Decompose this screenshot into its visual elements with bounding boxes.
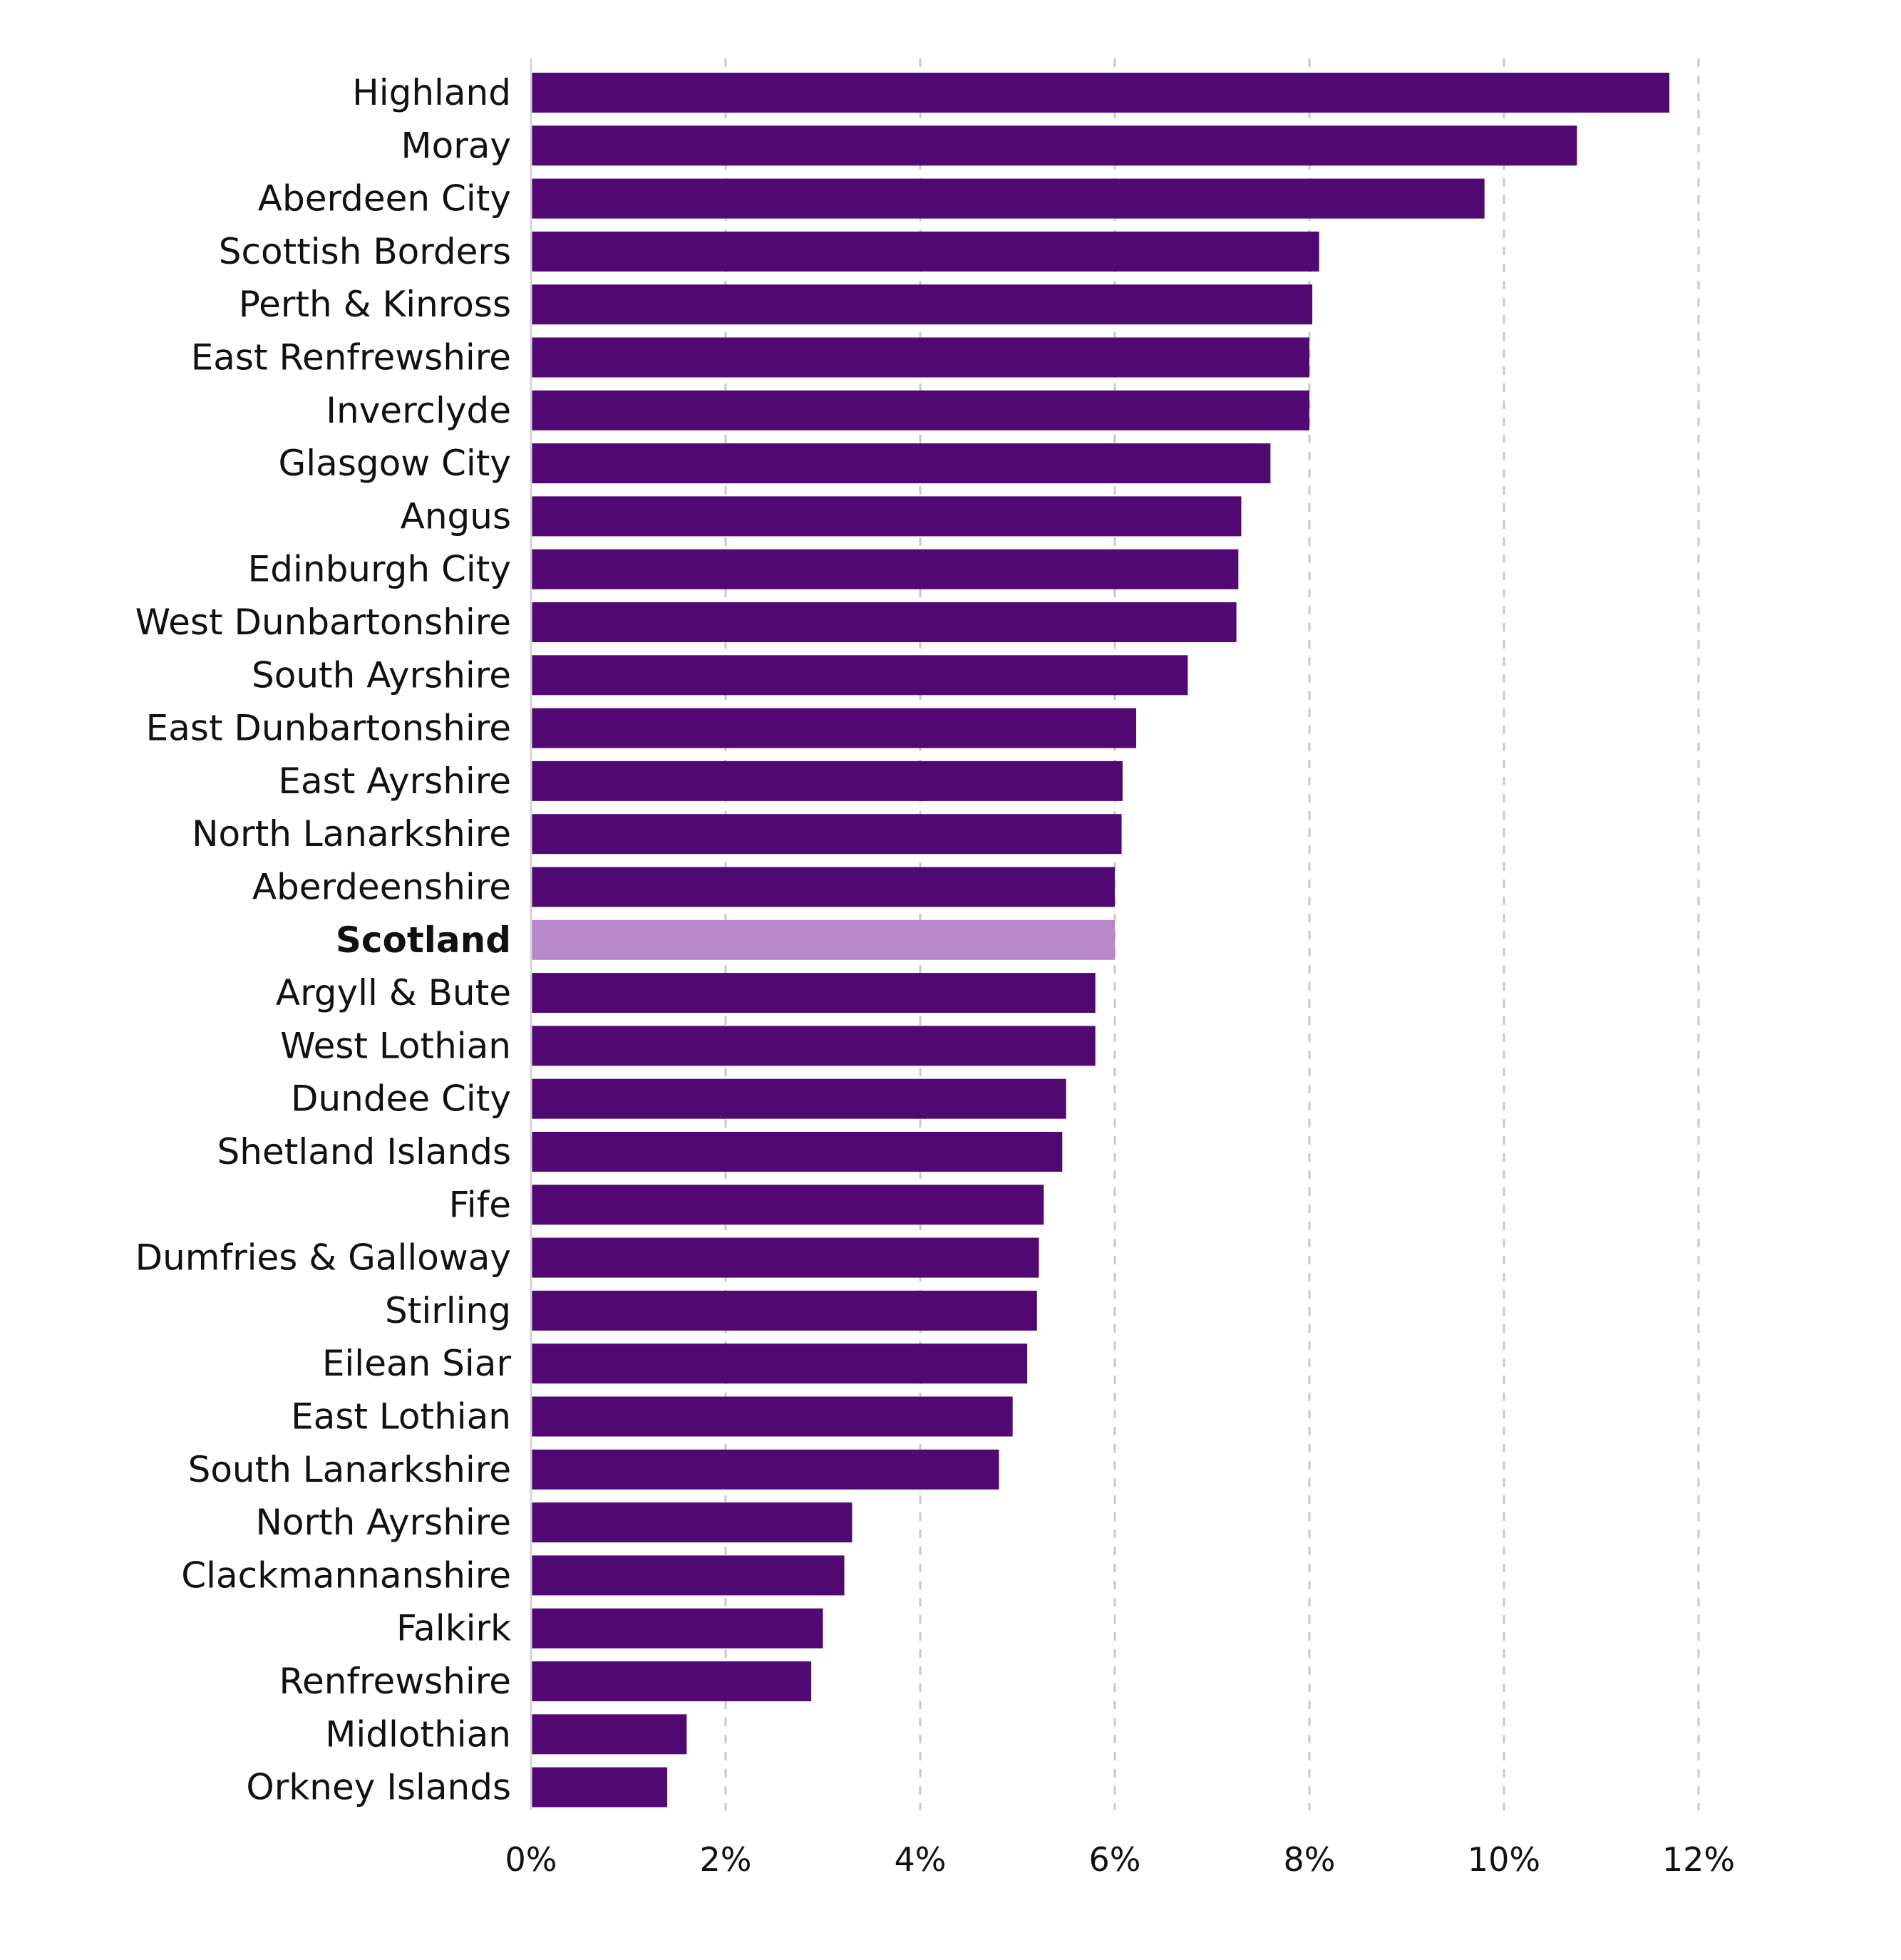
- bar: [531, 1661, 812, 1701]
- category-label: Falkirk: [396, 1608, 511, 1649]
- bar: [531, 73, 1670, 113]
- category-label: Aberdeen City: [258, 178, 511, 220]
- category-label: West Dunbartonshire: [135, 602, 511, 643]
- bar: [531, 1714, 687, 1755]
- category-label: Shetland Islands: [217, 1131, 511, 1172]
- x-axis-tick-labels: 0% 2% 4% 6% 8% 10% 12%: [505, 1840, 1736, 1879]
- category-label: East Dunbartonshire: [146, 708, 511, 749]
- bar-highlight: [531, 919, 1115, 960]
- category-label: South Ayrshire: [252, 654, 511, 696]
- category-labels: Highland Moray Aberdeen City Scottish Borde…: [135, 72, 512, 1808]
- bar: [531, 867, 1115, 907]
- category-label: Inverclyde: [326, 390, 511, 431]
- bar: [531, 1078, 1066, 1119]
- bar: [531, 390, 1309, 430]
- category-label: Glasgow City: [279, 443, 511, 484]
- category-label: Midlothian: [325, 1713, 511, 1755]
- bar: [531, 1185, 1044, 1225]
- bar: [531, 602, 1237, 642]
- category-label: Argyll & Bute: [276, 972, 511, 1013]
- category-label: Perth & Kinross: [239, 284, 511, 325]
- category-label: Stirling: [385, 1290, 511, 1331]
- category-label: Aberdeenshire: [252, 867, 511, 908]
- bar: [531, 1396, 1013, 1437]
- bar: [531, 178, 1485, 219]
- bar: [531, 655, 1188, 696]
- bar: [531, 337, 1309, 378]
- bar: [531, 125, 1577, 166]
- bar: [531, 231, 1319, 272]
- bar: [531, 284, 1313, 325]
- category-label: Edinburgh City: [248, 549, 511, 590]
- bar: [531, 496, 1242, 537]
- category-label: Scotland: [336, 919, 511, 961]
- category-label: East Ayrshire: [278, 760, 511, 802]
- category-label: East Renfrewshire: [191, 337, 511, 378]
- category-label: Dumfries & Galloway: [135, 1237, 511, 1279]
- category-label: Orkney Islands: [246, 1767, 511, 1808]
- category-label: West Lothian: [280, 1025, 511, 1066]
- category-label: North Ayrshire: [255, 1502, 511, 1543]
- x-tick-label: 10%: [1468, 1840, 1540, 1879]
- category-label: Highland: [352, 72, 511, 113]
- bar: [531, 1290, 1037, 1331]
- bar: [531, 1449, 999, 1490]
- x-tick-label: 0%: [505, 1840, 557, 1879]
- bar: [531, 1343, 1028, 1384]
- category-label: South Lanarkshire: [188, 1449, 511, 1490]
- bar: [531, 549, 1239, 589]
- bar: [531, 443, 1271, 484]
- category-label: Dundee City: [291, 1078, 511, 1120]
- category-label: Eilean Siar: [322, 1343, 512, 1384]
- x-tick-label: 12%: [1662, 1840, 1735, 1879]
- x-tick-label: 4%: [895, 1840, 947, 1879]
- category-label: Renfrewshire: [279, 1661, 511, 1702]
- category-label: Fife: [449, 1184, 511, 1225]
- bar: [531, 1026, 1096, 1066]
- bar: [531, 973, 1096, 1013]
- category-label: North Lanarkshire: [192, 813, 511, 855]
- bar: [531, 760, 1123, 801]
- x-tick-label: 6%: [1089, 1840, 1141, 1879]
- bar: [531, 814, 1122, 855]
- bars: [531, 73, 1670, 1807]
- x-tick-label: 2%: [700, 1840, 752, 1879]
- bar: [531, 1555, 845, 1596]
- category-label: Moray: [401, 125, 511, 166]
- bar: [531, 1608, 823, 1649]
- category-label: East Lothian: [291, 1396, 511, 1438]
- x-tick-label: 8%: [1284, 1840, 1336, 1879]
- bar: [531, 708, 1137, 748]
- category-label: Clackmannanshire: [181, 1554, 511, 1596]
- bar: [531, 1502, 852, 1543]
- bar: [531, 1132, 1063, 1172]
- bar: [531, 1767, 668, 1807]
- category-label: Angus: [401, 495, 511, 537]
- bar: [531, 1237, 1039, 1278]
- category-label: Scottish Borders: [219, 231, 511, 272]
